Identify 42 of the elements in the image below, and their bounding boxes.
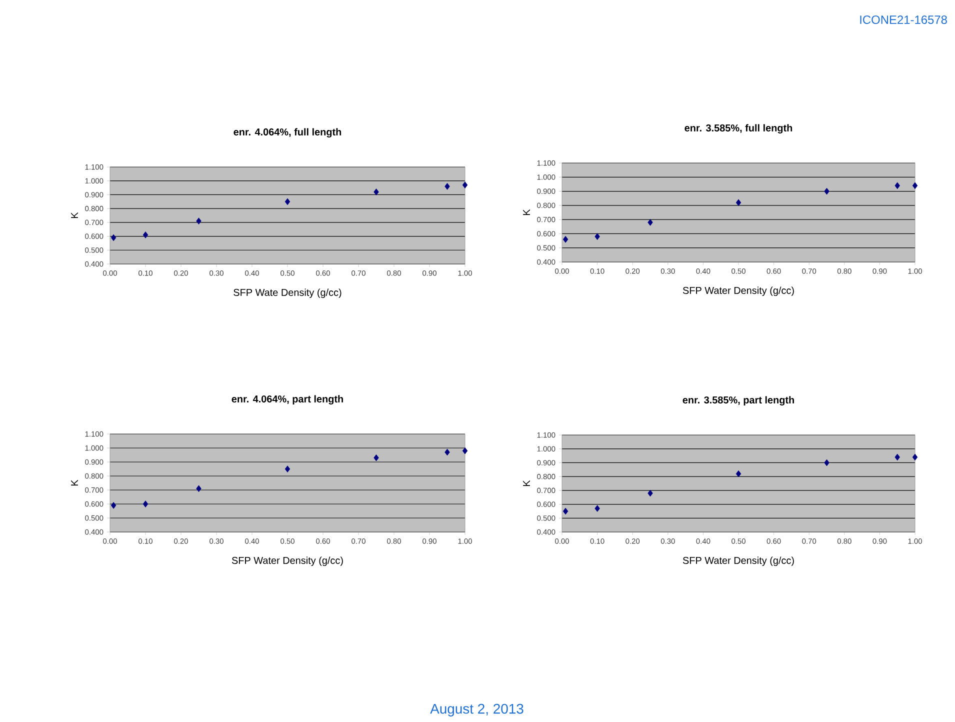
point bbox=[562, 236, 568, 243]
point bbox=[196, 485, 202, 492]
point bbox=[196, 218, 202, 224]
point bbox=[374, 188, 379, 196]
point bbox=[374, 454, 379, 462]
x-axis-title: SFP Wate Density (g/cc) bbox=[234, 288, 342, 298]
point bbox=[648, 218, 653, 226]
chart-title: enr. 3.585%, full length bbox=[684, 124, 792, 134]
chart-title: enr. 4.064%, part length bbox=[232, 395, 343, 404]
chart-title: enr. 4.064%, full length bbox=[234, 128, 342, 138]
point bbox=[824, 459, 830, 466]
point bbox=[284, 198, 290, 206]
point bbox=[110, 234, 116, 242]
point bbox=[110, 502, 116, 509]
y-axis-title: K bbox=[71, 212, 78, 218]
point bbox=[594, 233, 600, 240]
point bbox=[648, 490, 653, 497]
text: ICONE21-16578 bbox=[860, 16, 947, 24]
point bbox=[912, 454, 918, 461]
x-axis-title: SFP Water Density (g/cc) bbox=[682, 286, 794, 296]
point bbox=[894, 454, 900, 461]
y-axis-title: K bbox=[523, 209, 530, 216]
point bbox=[824, 188, 830, 195]
x-axis-title: SFP Water Density (g/cc) bbox=[682, 556, 794, 566]
y-axis-title: K bbox=[71, 480, 78, 486]
point bbox=[142, 500, 148, 508]
point bbox=[444, 448, 450, 456]
point bbox=[736, 470, 742, 478]
text: August 2, 2013 bbox=[430, 704, 524, 716]
x-axis-title: SFP Water Density (g/cc) bbox=[232, 556, 343, 566]
point bbox=[462, 182, 468, 188]
point bbox=[894, 182, 900, 190]
point bbox=[562, 508, 568, 515]
point bbox=[736, 199, 742, 206]
point bbox=[594, 505, 600, 512]
point bbox=[284, 466, 290, 472]
point bbox=[462, 447, 468, 454]
point bbox=[912, 182, 918, 190]
chart-title: enr. 3.585%, part length bbox=[682, 396, 794, 406]
y-axis-title: K bbox=[523, 480, 530, 486]
point bbox=[444, 183, 450, 190]
point bbox=[142, 231, 148, 238]
